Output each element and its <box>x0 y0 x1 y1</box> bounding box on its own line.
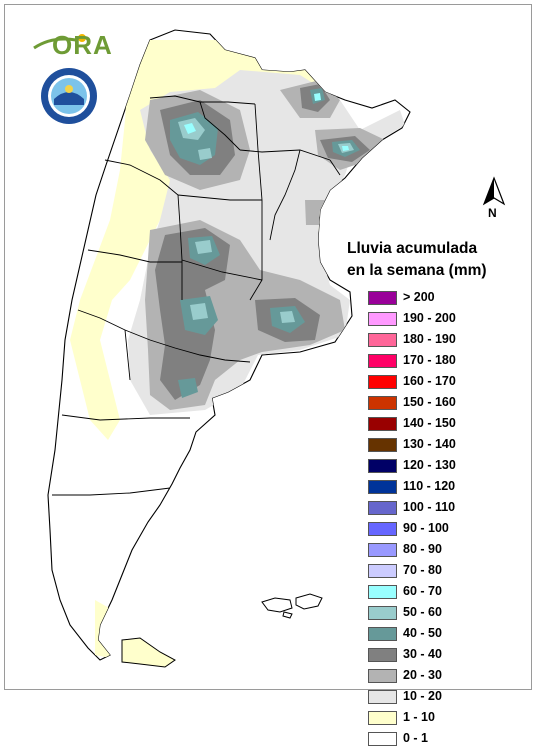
legend-label: 0 - 1 <box>403 731 429 745</box>
legend-swatch <box>368 648 397 662</box>
legend-title-line1: Lluvia acumulada <box>347 240 478 257</box>
legend-label: > 200 <box>403 290 435 304</box>
legend-label: 10 - 20 <box>403 689 442 703</box>
legend-swatch <box>368 312 397 326</box>
legend-swatch <box>368 564 397 578</box>
legend-swatch <box>368 732 397 746</box>
legend-label: 130 - 140 <box>403 437 456 451</box>
precipitation-shading <box>70 40 405 660</box>
legend-label: 90 - 100 <box>403 521 449 535</box>
legend-title-line2: en la semana (mm) <box>347 262 487 279</box>
legend-label: 190 - 200 <box>403 311 456 325</box>
legend-title: Lluvia acumulada en la semana (mm) <box>347 238 517 282</box>
legend-swatch <box>368 438 397 452</box>
legend-label: 40 - 50 <box>403 626 442 640</box>
legend-swatch <box>368 669 397 683</box>
legend-swatch <box>368 711 397 725</box>
legend-swatch <box>368 501 397 515</box>
legend-label: 170 - 180 <box>403 353 456 367</box>
north-arrow: N <box>480 176 508 224</box>
legend-swatch <box>368 690 397 704</box>
legend-label: 60 - 70 <box>403 584 442 598</box>
smn-seal <box>40 67 98 125</box>
legend-label: 110 - 120 <box>403 479 456 493</box>
smn-seal-icon <box>41 68 97 124</box>
tierra-del-fuego <box>121 637 176 668</box>
ora-logo-text: ORA <box>52 30 113 60</box>
legend-swatch <box>368 627 397 641</box>
legend-swatch <box>368 480 397 494</box>
north-arrow-icon <box>482 176 506 206</box>
legend-swatch <box>368 459 397 473</box>
legend-label: 180 - 190 <box>403 332 456 346</box>
malvinas-islands <box>261 593 323 619</box>
legend-swatch <box>368 396 397 410</box>
ora-swoosh-icon <box>33 34 86 50</box>
legend-label: 20 - 30 <box>403 668 442 682</box>
precipitation-map <box>47 29 411 668</box>
legend-swatch <box>368 543 397 557</box>
legend-label: 1 - 10 <box>403 710 435 724</box>
legend-label: 160 - 170 <box>403 374 456 388</box>
north-label: N <box>488 206 497 220</box>
legend-swatch <box>368 354 397 368</box>
legend-label: 140 - 150 <box>403 416 456 430</box>
province-boundaries <box>52 95 341 496</box>
legend-swatch <box>368 375 397 389</box>
legend-label: 150 - 160 <box>403 395 456 409</box>
ora-logo: ORA <box>32 28 112 60</box>
legend-label: 120 - 130 <box>403 458 456 472</box>
legend-swatch <box>368 606 397 620</box>
legend-swatch <box>368 417 397 431</box>
legend-label: 70 - 80 <box>403 563 442 577</box>
legend-label: 100 - 110 <box>403 500 456 514</box>
legend-label: 30 - 40 <box>403 647 442 661</box>
legend-swatch <box>368 522 397 536</box>
legend-label: 50 - 60 <box>403 605 442 619</box>
legend-label: 80 - 90 <box>403 542 442 556</box>
legend-swatch <box>368 291 397 305</box>
legend-swatch <box>368 333 397 347</box>
legend-swatch <box>368 585 397 599</box>
